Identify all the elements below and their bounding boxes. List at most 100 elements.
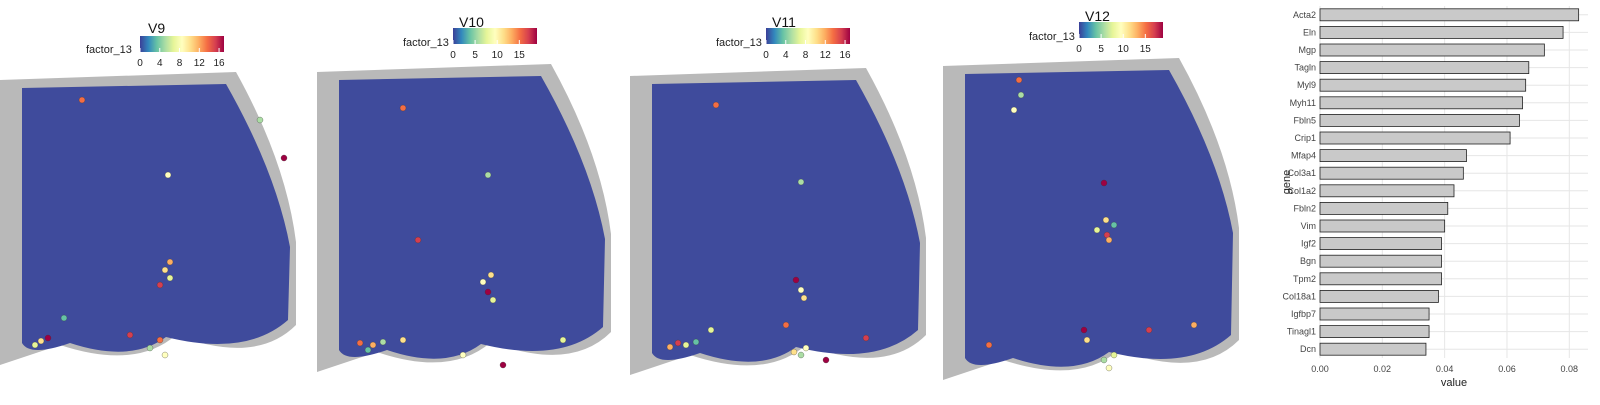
category-label: Dcn	[1300, 344, 1316, 354]
legend-tick-label: 12	[194, 58, 206, 69]
spatial-plot-v9: 0 4 8 12 16	[0, 36, 296, 365]
legend-tick-label: 4	[157, 58, 163, 69]
spot-highlight	[790, 348, 798, 356]
spot-highlight	[31, 341, 39, 349]
spot-highlight	[692, 338, 700, 346]
bar-myh11	[1319, 96, 1523, 110]
bar-crip1	[1319, 131, 1511, 145]
spot-highlight	[161, 351, 169, 359]
spot-highlight	[1100, 356, 1108, 364]
category-label: Myl9	[1297, 80, 1316, 90]
spot-highlight	[712, 101, 720, 109]
spot-highlight	[484, 288, 492, 296]
spot-highlight	[369, 341, 377, 349]
legend-colorbar	[1079, 22, 1163, 38]
category-label: Bgn	[1300, 256, 1316, 266]
spot-highlight	[1110, 221, 1118, 229]
legend-tick-label: 5	[472, 50, 478, 61]
spot-highlight	[674, 339, 682, 347]
spot-highlight	[1080, 326, 1088, 334]
spot-highlight	[487, 271, 495, 279]
spot-highlight	[1015, 76, 1023, 84]
spatial-plot-v11: 0 4 8 12 16	[630, 28, 926, 375]
panel-title: V11	[772, 14, 796, 30]
spot-highlight	[364, 346, 372, 354]
bar-mfap4	[1319, 149, 1467, 163]
bar-mgp	[1319, 43, 1545, 57]
spot-highlight	[1100, 179, 1108, 187]
spot-field	[22, 84, 290, 352]
spot-highlight	[862, 334, 870, 342]
spot-highlight	[399, 336, 407, 344]
bar-fbln2	[1319, 201, 1449, 215]
spot-highlight	[489, 296, 497, 304]
category-label: Mgp	[1298, 45, 1316, 55]
category-label: Tpm2	[1293, 274, 1316, 284]
spot-highlight	[499, 361, 507, 369]
x-tick-label: 0.08	[1561, 364, 1579, 374]
category-label: Vim	[1301, 221, 1316, 231]
spot-highlight	[682, 341, 690, 349]
legend-tick-label: 8	[803, 50, 809, 61]
legend-colorbar	[766, 28, 850, 44]
spot-highlight	[379, 338, 387, 346]
legend-colorbar	[453, 28, 537, 44]
spot-highlight	[1105, 236, 1113, 244]
legend-tick-label: 0	[137, 58, 143, 69]
spot-highlight	[1190, 321, 1198, 329]
category-label: Igf2	[1301, 239, 1316, 249]
category-label: Mfap4	[1291, 151, 1316, 161]
legend-tick-label: 0	[450, 50, 456, 61]
spot-highlight	[782, 321, 790, 329]
category-label: Eln	[1303, 27, 1316, 37]
spot-highlight	[146, 344, 154, 352]
spot-highlight	[484, 171, 492, 179]
category-label: Fbln5	[1293, 115, 1316, 125]
bar-tpm2	[1319, 272, 1442, 286]
x-tick-label: 0.00	[1311, 364, 1329, 374]
spot-highlight	[985, 341, 993, 349]
spot-highlight	[156, 281, 164, 289]
spatial-plot-v10: 0 5 10 15	[317, 28, 611, 372]
spot-highlight	[802, 344, 810, 352]
category-label: Col1a2	[1287, 186, 1316, 196]
legend-tick-label: 10	[492, 50, 504, 61]
bar-myl9	[1319, 78, 1527, 92]
spatial-panel-v12: 0 5 10 15 V12 factor_13	[939, 0, 1255, 400]
spatial-panel-v9: 0 4 8 12 16 V9 factor_13	[0, 0, 312, 400]
panel-title: V12	[1085, 8, 1110, 24]
bar-tagln	[1319, 61, 1530, 74]
bar-vim	[1319, 219, 1446, 233]
bar-igfbp7	[1319, 307, 1430, 321]
spot-highlight	[164, 171, 172, 179]
legend-tick-label: 12	[820, 50, 832, 61]
category-label: Fbln2	[1293, 203, 1316, 213]
spot-highlight	[60, 314, 68, 322]
spot-highlight	[44, 334, 52, 342]
spot-field	[965, 70, 1233, 367]
spot-highlight	[797, 178, 805, 186]
bar-igf2	[1319, 237, 1442, 251]
spot-highlight	[459, 351, 467, 359]
bar-fbln5	[1319, 114, 1520, 127]
spot-highlight	[1083, 336, 1091, 344]
x-tick-label: 0.04	[1436, 364, 1454, 374]
legend-tick-label: 0	[1076, 44, 1082, 55]
spot-field	[339, 76, 605, 359]
x-axis-title: value	[1441, 377, 1467, 389]
category-label: Col3a1	[1287, 168, 1316, 178]
spot-highlight	[156, 336, 164, 344]
category-label: Myh11	[1290, 98, 1316, 108]
legend-tick-label: 5	[1098, 44, 1104, 55]
spot-highlight	[559, 336, 567, 344]
bar-col3a1	[1319, 166, 1464, 180]
spot-highlight	[1145, 326, 1153, 334]
legend-tick-label: 8	[177, 58, 183, 69]
spot-highlight	[399, 104, 407, 112]
spot-highlight	[1102, 216, 1110, 224]
category-label: Acta2	[1293, 10, 1316, 20]
legend-title: factor_13	[1029, 31, 1075, 43]
bar-chart-svg: Acta2 Eln Mgp Tagln Myl9 Myh11 Fbln5 Crip1 Mfap4…	[1281, 6, 1588, 389]
spot-field	[652, 80, 920, 362]
spatial-plot-v12: 0 5 10 15	[943, 22, 1239, 380]
